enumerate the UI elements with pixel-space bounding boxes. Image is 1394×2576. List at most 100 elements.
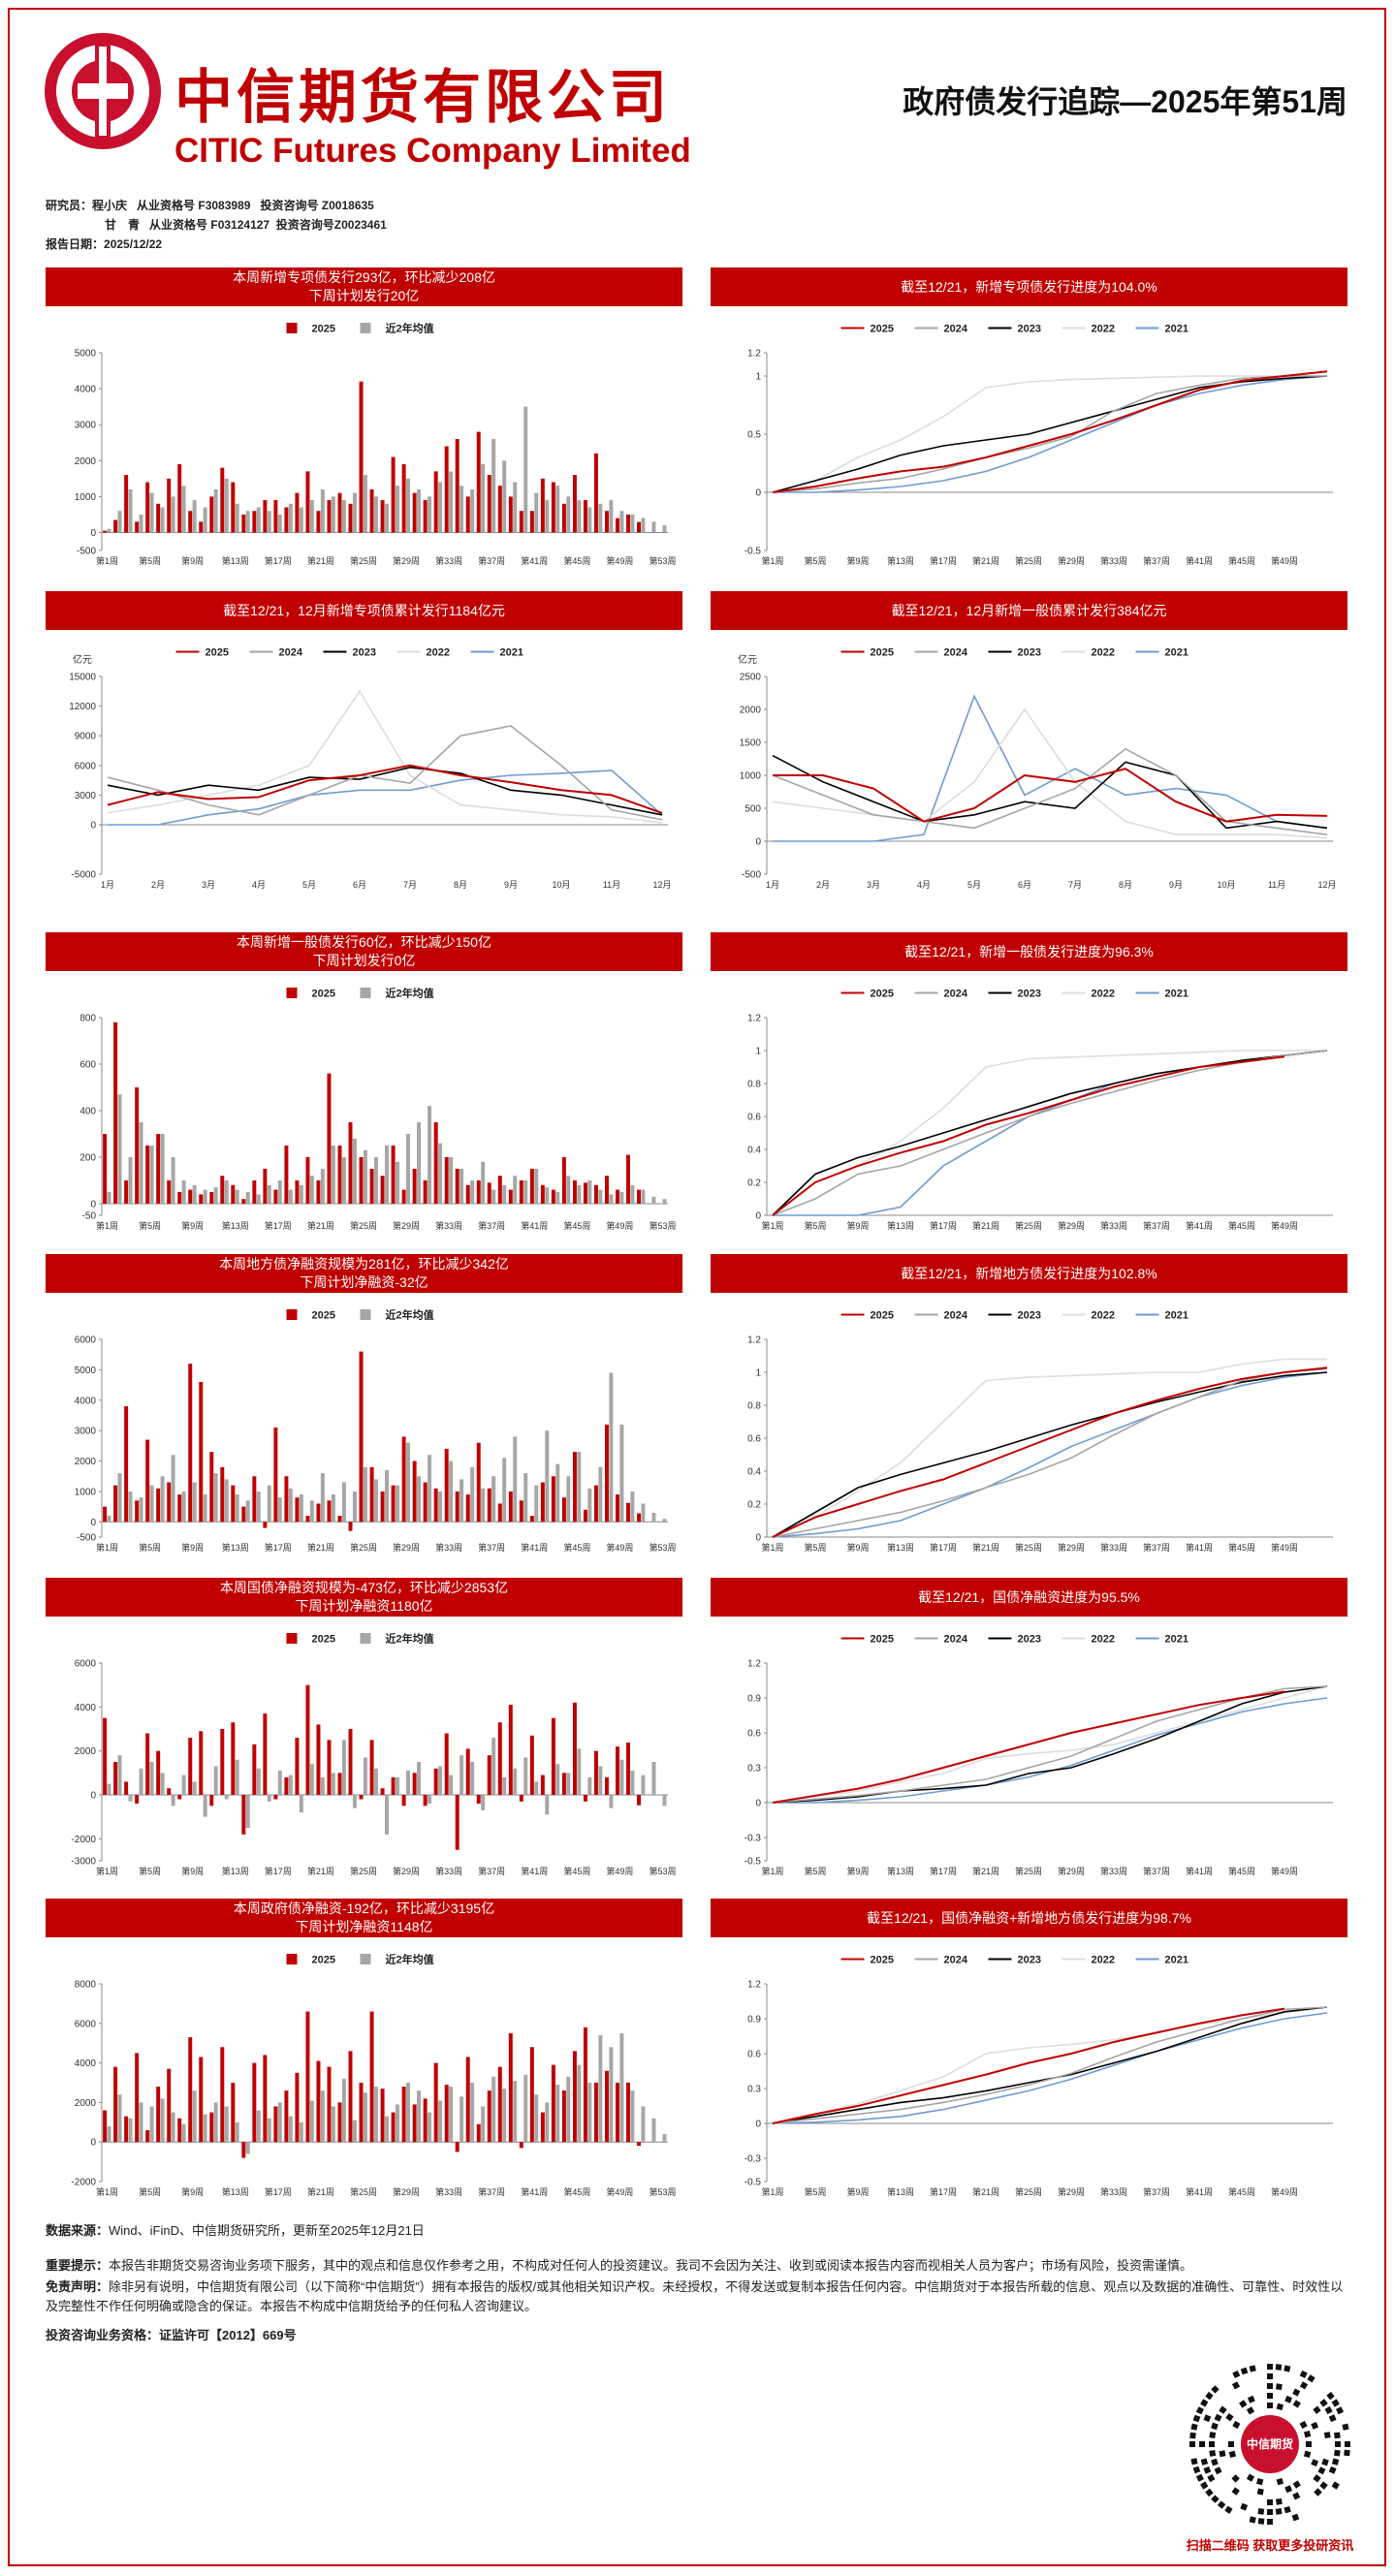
x-tick-label: 第17周 (265, 1220, 292, 1231)
bar (192, 1482, 197, 1523)
bar (438, 1766, 443, 1795)
qr-dot (1321, 2458, 1329, 2466)
line (772, 375, 1327, 493)
bar (373, 1479, 378, 1523)
qr-dot (1267, 2364, 1273, 2370)
x-tick-label: 第53周 (649, 1220, 676, 1231)
bar (619, 1759, 624, 1795)
y-tick-label: 2000 (75, 1746, 97, 1757)
qr-dot (1323, 2432, 1331, 2439)
y-tick-label: 1 (755, 372, 761, 383)
x-tick-label: 第33周 (1100, 1866, 1127, 1876)
bar (465, 1184, 470, 1204)
qr-dot (1205, 2488, 1214, 2497)
line (772, 1358, 1327, 1538)
y-tick-label: 2000 (75, 1457, 97, 1467)
x-tick-label: 第49周 (1271, 1866, 1298, 1876)
bar (380, 1176, 385, 1204)
bar (220, 1729, 225, 1795)
panel-title: 截至12/21，新增一般债发行进度为96.3% (904, 943, 1154, 959)
x-tick-label: 第33周 (435, 1220, 462, 1231)
bar (412, 1773, 417, 1795)
x-tick-label: 2月 (816, 880, 830, 890)
bar (160, 1134, 165, 1204)
bar (348, 1522, 353, 1531)
chart: -3000 -2000 0 2000 4000 6000 第1周 第5周 第9周 第13周 第17周… (71, 1632, 676, 1877)
x-tick-label: 第33周 (1100, 2186, 1127, 2197)
bar (107, 1783, 111, 1795)
bar (245, 1192, 250, 1204)
bar (609, 1372, 614, 1523)
y-tick-label: 0 (755, 1799, 761, 1809)
y-tick-label: 2000 (75, 456, 97, 467)
panel-header: 截至12/21，12月新增专项债累计发行1184亿元 (46, 591, 682, 630)
qr-dot (1267, 2403, 1273, 2408)
qr-dot (1214, 2413, 1222, 2422)
bar (373, 2087, 378, 2143)
bar (149, 1762, 154, 1795)
panel-title: 本周政府债净融资-192亿，环比减少3195亿 (233, 1901, 495, 1916)
bar (391, 1146, 396, 1204)
bar (139, 1768, 143, 1795)
x-tick-label: 第49周 (1271, 555, 1298, 566)
line (772, 1367, 1328, 1538)
x-tick-label: 第1周 (761, 1542, 783, 1553)
bar (555, 1764, 560, 1795)
qr-dot (1291, 2513, 1300, 2522)
x-tick-label: 第33周 (1100, 1542, 1127, 1553)
y-tick-label: 4000 (75, 2058, 97, 2069)
bar (305, 2011, 310, 2143)
x-tick-label: 第13周 (887, 1866, 914, 1876)
bar (491, 1476, 496, 1523)
chart: -0.5 0 0.5 1 1.2 第1周 第5周 第9周 第13周 第17周 第21周 第25周 第29… (745, 324, 1333, 566)
bar (171, 1157, 175, 1204)
bar (203, 507, 207, 533)
bar (167, 1180, 172, 1204)
bar (171, 1795, 175, 1806)
bar (662, 2134, 667, 2143)
y-tick-label: -0.3 (745, 2154, 762, 2165)
panel-title: 截至12/21，国债净融资+新增地方债发行进度为98.7% (867, 1909, 1191, 1926)
bar (476, 2123, 481, 2143)
bar (348, 1729, 353, 1795)
bar (540, 2112, 545, 2143)
bar (406, 1134, 411, 1204)
bar (295, 492, 300, 533)
bar (224, 1479, 229, 1523)
bar (487, 2090, 491, 2143)
bar (551, 1476, 555, 1523)
note-label: 免责声明： (46, 2279, 110, 2294)
bar (295, 2072, 300, 2143)
x-tick-label: 第21周 (972, 1542, 999, 1553)
x-tick-label: 第17周 (930, 2186, 957, 2197)
line (772, 2012, 1328, 2124)
qr-dot (1211, 2495, 1220, 2503)
bar (273, 2106, 278, 2143)
line (772, 1371, 1328, 1538)
x-tick-label: 第1周 (96, 1220, 118, 1231)
qr-dot (1256, 2488, 1264, 2496)
bar (203, 1494, 207, 1523)
legend-label: 近2年均值 (386, 1953, 434, 1966)
bar (373, 496, 378, 533)
bar (412, 1461, 417, 1523)
panel-header: 截至12/21，国债净融资进度为95.5% (711, 1578, 1347, 1617)
legend-label: 2025 (312, 989, 335, 1000)
bar (406, 1771, 411, 1795)
x-tick-label: 第33周 (435, 555, 462, 566)
bar (476, 1795, 481, 1805)
qr-dot (1283, 2365, 1291, 2372)
bar (305, 1157, 310, 1204)
x-tick-label: 第45周 (1228, 555, 1255, 566)
bar (583, 500, 587, 533)
qr-dot (1299, 2370, 1308, 2378)
bar (231, 1722, 236, 1795)
panel-title: 截至12/21，国债净融资进度为95.5% (918, 1588, 1140, 1605)
bar (476, 431, 481, 533)
legend-swatch (286, 323, 298, 333)
bar (156, 2087, 161, 2143)
bar (288, 2116, 293, 2143)
bar (626, 1154, 630, 1204)
x-tick-label: 第41周 (521, 1220, 548, 1231)
bar (149, 492, 154, 533)
